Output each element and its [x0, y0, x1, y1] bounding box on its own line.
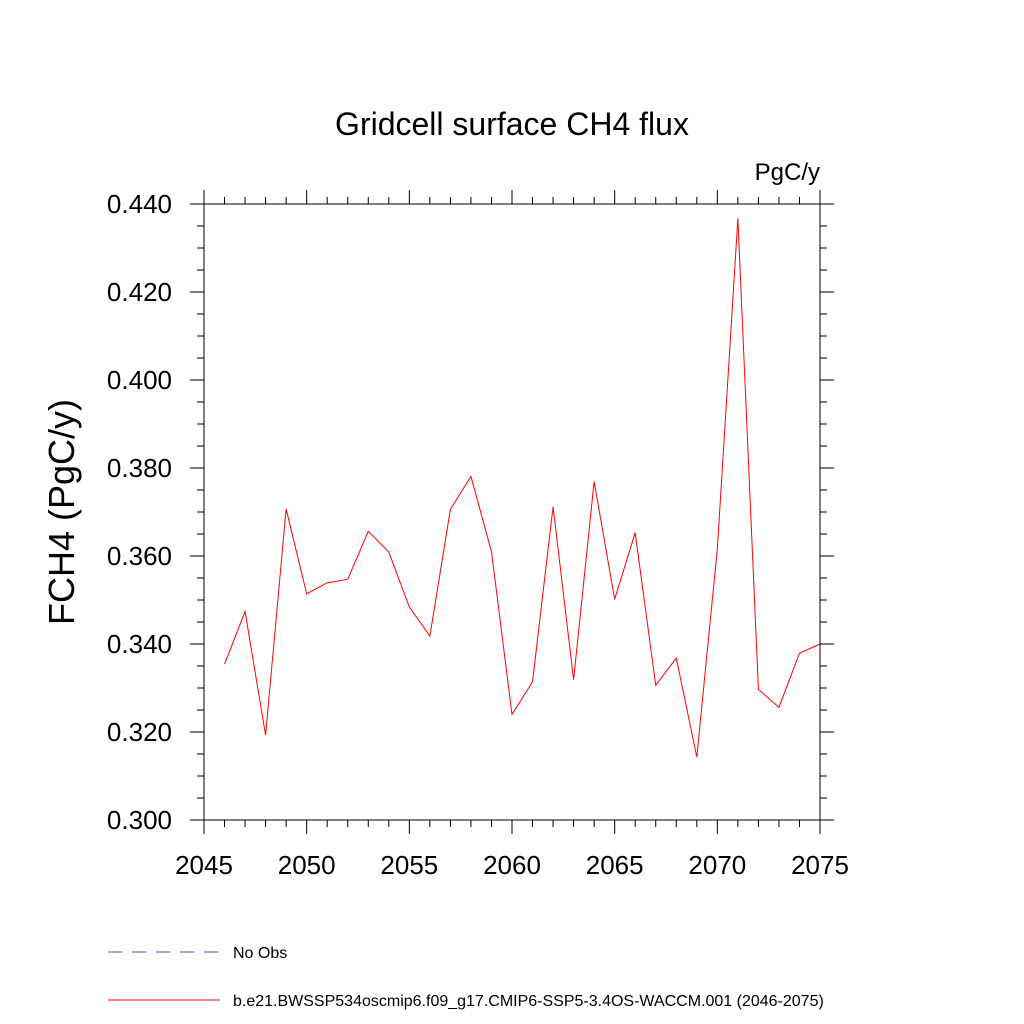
series-line: [224, 218, 821, 758]
y-axis-label: FCH4 (PgC/y): [41, 399, 82, 625]
y-tick-label: 0.420: [107, 277, 172, 307]
x-tick-label: 2070: [688, 850, 746, 880]
y-tick-label: 0.300: [107, 805, 172, 835]
chart-title: Gridcell surface CH4 flux: [335, 106, 689, 142]
legend-label: No Obs: [233, 945, 287, 962]
y-tick-label: 0.360: [107, 541, 172, 571]
y-tick-label: 0.440: [107, 189, 172, 219]
y-tick-label: 0.340: [107, 629, 172, 659]
y-tick-label: 0.320: [107, 717, 172, 747]
x-tick-label: 2055: [380, 850, 438, 880]
y-tick-label: 0.400: [107, 365, 172, 395]
axes: [203, 203, 821, 821]
x-tick-label: 2060: [483, 850, 541, 880]
x-tick-label: 2050: [278, 850, 336, 880]
legend: No Obs b.e21.BWSSP534oscmip6.f09_g17.CMIP…: [108, 945, 824, 1010]
x-tick-label: 2045: [175, 850, 233, 880]
plot-frame: [203, 203, 821, 821]
axis-ticks: 2045 2050 2055 2060 2065 2070 2075 0.300 0.320 0.…: [107, 189, 849, 880]
units-label: PgC/y: [755, 159, 820, 186]
plot-series: [224, 218, 821, 758]
x-tick-label: 2075: [791, 850, 849, 880]
x-tick-label: 2065: [586, 850, 644, 880]
legend-label: b.e21.BWSSP534oscmip6.f09_g17.CMIP6-SSP5…: [233, 993, 824, 1010]
y-tick-label: 0.380: [107, 453, 172, 483]
